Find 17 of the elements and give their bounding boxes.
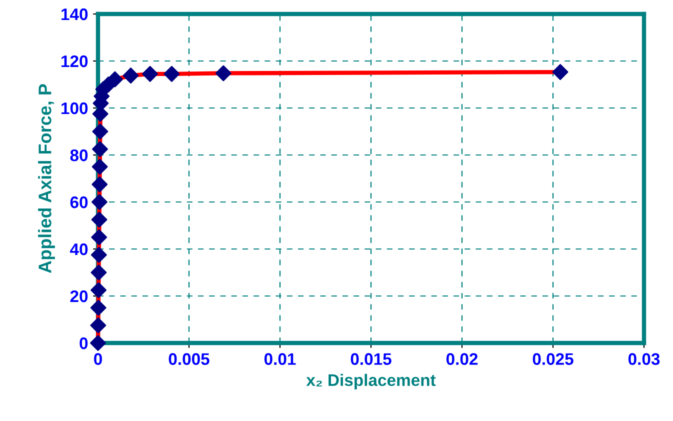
- x-tick-label: 0.025: [532, 353, 574, 365]
- x-tick-label: 0.01: [264, 353, 296, 365]
- y-tick-label: 20: [70, 290, 88, 302]
- x-tick-label: 0: [94, 353, 102, 365]
- x-tick-label: 0.005: [168, 353, 210, 365]
- x-tick-label: 0.03: [628, 353, 660, 365]
- x-axis-title: x₂ Displacement: [306, 374, 436, 390]
- y-tick-label: 0: [80, 337, 88, 350]
- y-tick-label: 60: [70, 196, 88, 208]
- y-axis-title: Applied Axial Force, P: [38, 84, 55, 274]
- x-tick-label: 0.015: [350, 353, 392, 365]
- x-tick-label: 0.02: [446, 353, 478, 365]
- y-tick-label: 80: [70, 149, 88, 162]
- y-tick-label: 100: [62, 102, 88, 114]
- y-tick-label: 40: [70, 243, 88, 256]
- y-tick-label: 120: [62, 55, 88, 68]
- y-tick-label: 140: [62, 8, 88, 20]
